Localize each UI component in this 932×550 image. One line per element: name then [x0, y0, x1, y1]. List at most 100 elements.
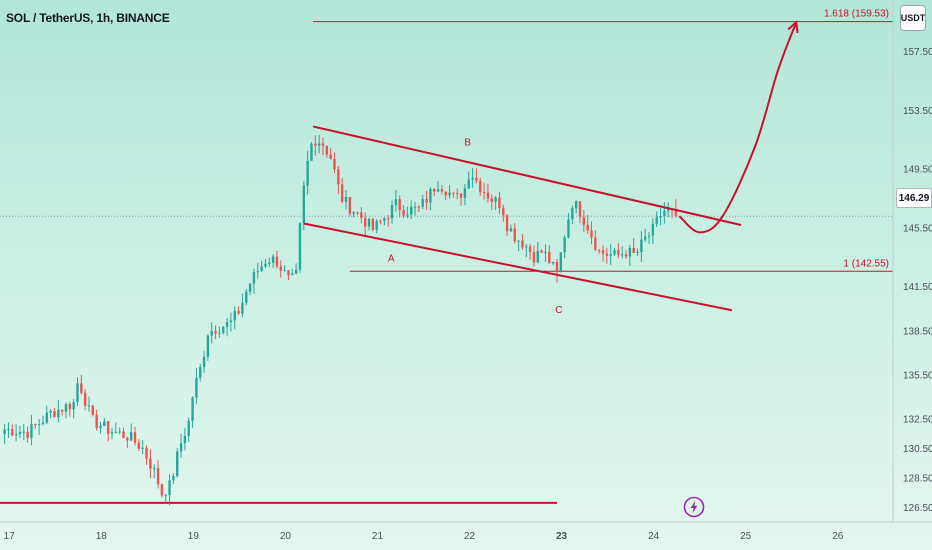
candle-body: [594, 237, 597, 251]
candle-body: [225, 322, 229, 327]
candle-body: [383, 218, 386, 221]
candle-body: [559, 252, 562, 273]
candle-body: [168, 480, 171, 496]
candle-body: [498, 197, 501, 209]
candle-body: [317, 143, 321, 146]
candle-body: [509, 228, 513, 232]
lightning-icon[interactable]: [683, 496, 705, 518]
candle-body: [505, 215, 509, 232]
candle-body: [363, 217, 367, 227]
wave-label-b: B: [464, 138, 471, 149]
drawing-annotations: 1.618 (159.53) 1 (142.55) A B C: [303, 9, 889, 316]
price-tick-label: 135.50: [903, 370, 932, 381]
candle-body: [525, 246, 528, 248]
candle-body: [245, 291, 248, 303]
price-tick-label: 128.50: [903, 473, 932, 484]
candle-body: [95, 414, 98, 429]
candle-body: [467, 179, 470, 189]
candle-body: [206, 335, 210, 357]
price-tick-label: 138.50: [903, 326, 932, 337]
wave-label-a: A: [388, 254, 395, 265]
candle-body: [406, 214, 409, 216]
candle-body: [306, 160, 309, 186]
candle-body: [582, 217, 586, 225]
price-tick-label: 126.50: [903, 503, 932, 514]
candle-body: [544, 251, 547, 253]
candle-body: [110, 432, 114, 434]
candle-body: [187, 420, 190, 436]
candle-body: [651, 224, 655, 236]
candle-body: [118, 431, 121, 433]
candle-body: [421, 199, 424, 207]
candle-body: [551, 261, 555, 264]
candle-body: [294, 269, 298, 274]
symbol-title: SOL / TetherUS, 1h, BINANCE: [6, 11, 170, 25]
candle-body: [241, 302, 244, 314]
candle-body: [72, 402, 75, 410]
candle-body: [271, 256, 275, 263]
candle-body: [640, 239, 643, 252]
candle-body: [571, 208, 574, 220]
candle-body: [632, 248, 635, 253]
candle-body: [663, 210, 666, 216]
candle-body: [521, 240, 524, 248]
candle-body: [601, 250, 605, 254]
candle-body: [628, 248, 632, 257]
candle-body: [283, 270, 286, 272]
candle-body: [605, 253, 609, 256]
candle-body: [360, 212, 363, 218]
candle-body: [260, 266, 263, 272]
candle-body: [126, 437, 129, 441]
candle-body: [513, 228, 516, 242]
projection-path: [678, 21, 798, 234]
fib-1618-label: 1.618 (159.53): [824, 9, 889, 20]
candle-body: [452, 192, 455, 194]
candle-body: [352, 212, 355, 214]
candle-body: [176, 451, 179, 476]
currency-button[interactable]: USDT: [900, 5, 926, 31]
candle-body: [344, 197, 348, 202]
candle-body: [644, 236, 647, 240]
last-price-label: 146.29: [896, 188, 932, 208]
candle-body: [114, 431, 118, 433]
candle-body: [321, 143, 325, 146]
candle-body: [160, 484, 164, 496]
time-tick-label: 25: [740, 531, 752, 542]
candle-body: [459, 193, 463, 198]
candle-body: [333, 158, 336, 170]
candle-body: [76, 383, 79, 403]
candle-body: [620, 254, 624, 256]
candle-body: [191, 397, 194, 421]
candle-body: [463, 188, 467, 198]
candle-body: [22, 431, 25, 433]
candle-body: [264, 263, 267, 267]
candle-body: [348, 197, 352, 214]
price-tick-label: 145.50: [903, 223, 932, 234]
candle-body: [64, 404, 68, 412]
candle-body: [402, 209, 405, 216]
candle-body: [83, 392, 87, 406]
candle-body: [137, 442, 141, 449]
candle-body: [398, 199, 401, 210]
candle-body: [310, 143, 313, 161]
candle-body: [122, 431, 125, 438]
time-axis: 17 18 19 20 21 22 23 24 25 26: [0, 521, 932, 542]
candle-body: [210, 330, 213, 336]
time-tick-label: 19: [188, 531, 200, 542]
time-tick-label: 23: [556, 531, 568, 542]
candle-body: [237, 310, 240, 314]
price-tick-label: 141.50: [903, 282, 932, 293]
candle-body: [667, 209, 670, 211]
candle-body: [53, 411, 56, 418]
candle-body: [494, 197, 497, 202]
candle-body: [275, 256, 279, 267]
time-tick-label: 26: [832, 531, 844, 542]
candle-body: [298, 223, 302, 270]
candle-body: [106, 421, 110, 434]
candle-body: [490, 198, 493, 202]
candle-body: [145, 447, 148, 459]
candle-body: [99, 425, 102, 429]
candle-body: [390, 205, 394, 219]
